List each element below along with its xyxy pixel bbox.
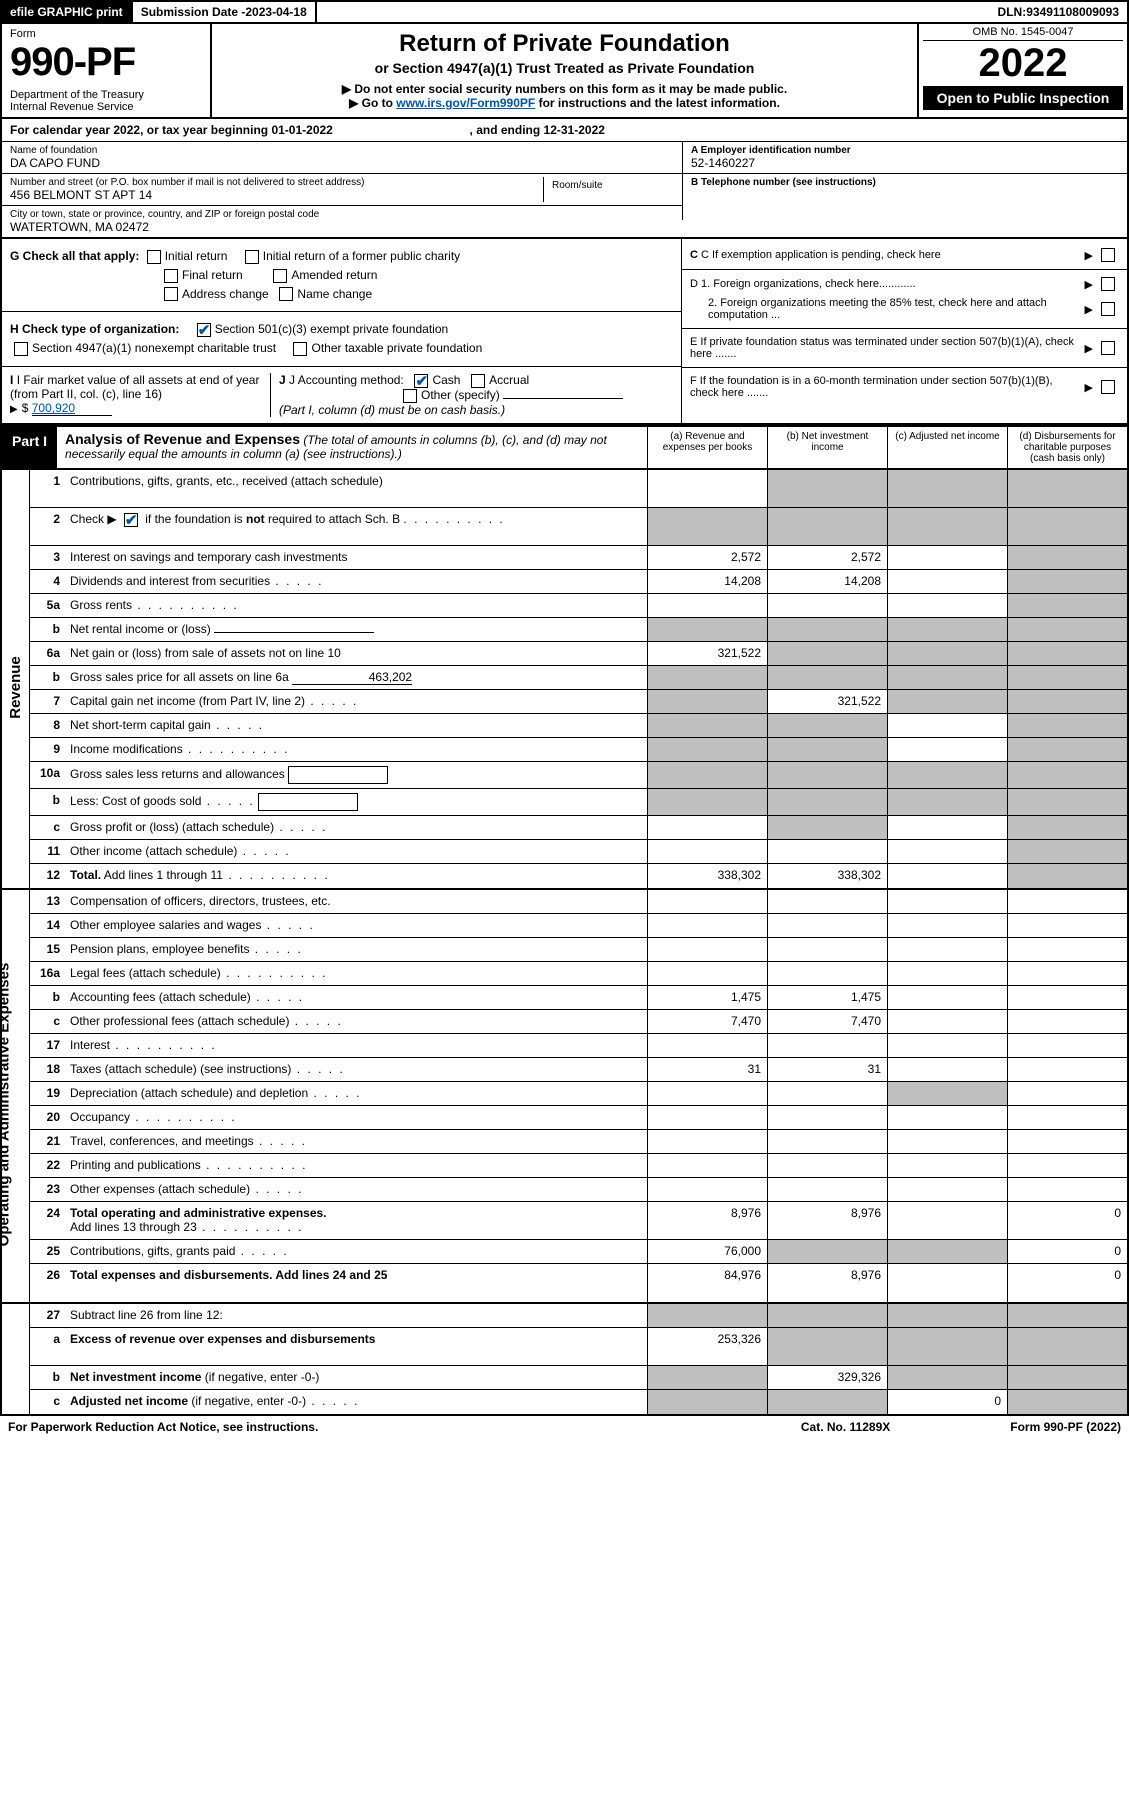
telephone: B Telephone number (see instructions) — [682, 174, 1127, 220]
col-a-header: (a) Revenue and expenses per books — [647, 427, 767, 468]
checkbox-f[interactable] — [1101, 380, 1115, 394]
dln: DLN: 93491108009093 — [990, 2, 1127, 22]
checkbox-final-return[interactable] — [164, 269, 178, 283]
checkbox-accrual[interactable] — [471, 374, 485, 388]
page-footer: For Paperwork Reduction Act Notice, see … — [0, 1416, 1129, 1438]
page-title: Return of Private Foundation — [224, 30, 905, 58]
part1-label: Part I — [2, 427, 57, 468]
form-link[interactable]: www.irs.gov/Form990PF — [396, 96, 535, 110]
section-d1: D 1. Foreign organizations, check here..… — [690, 274, 1119, 294]
revenue-side-label: Revenue — [2, 470, 30, 888]
form-ref: Form 990-PF (2022) — [1010, 1420, 1121, 1434]
note-1: ▶ Do not enter social security numbers o… — [224, 82, 905, 96]
header-left: Form 990-PF Department of the Treasury I… — [2, 24, 212, 117]
address-row: Number and street (or P.O. box number if… — [2, 174, 682, 206]
checkbox-initial-former[interactable] — [245, 250, 259, 264]
note-2: ▶ Go to www.irs.gov/Form990PF for instru… — [224, 96, 905, 110]
checkbox-e[interactable] — [1101, 341, 1115, 355]
form-number: 990-PF — [10, 40, 202, 85]
checkbox-initial-return[interactable] — [147, 250, 161, 264]
header-mid: Return of Private Foundation or Section … — [212, 24, 917, 117]
col-d-header: (d) Disbursements for charitable purpose… — [1007, 427, 1127, 468]
tax-year: 2022 — [923, 41, 1123, 86]
calendar-year-line: For calendar year 2022, or tax year begi… — [0, 119, 1129, 142]
open-inspection: Open to Public Inspection — [923, 86, 1123, 110]
expenses-side-label: Operating and Administrative Expenses — [2, 890, 30, 1302]
foundation-name: Name of foundation DA CAPO FUND — [2, 142, 682, 174]
checkbox-4947a1[interactable] — [14, 342, 28, 356]
top-bar: efile GRAPHIC print Submission Date - 20… — [0, 0, 1129, 24]
form-label: Form — [10, 28, 202, 40]
section-h: H Check type of organization: Section 50… — [2, 311, 681, 366]
expenses-table: Operating and Administrative Expenses 13… — [0, 890, 1129, 1304]
cat-no: Cat. No. 11289X — [801, 1420, 890, 1434]
checkbox-d1[interactable] — [1101, 277, 1115, 291]
fmv-link[interactable]: 700,920 — [32, 401, 112, 416]
checkbox-address-change[interactable] — [164, 287, 178, 301]
part1-header: Part I Analysis of Revenue and Expenses … — [0, 425, 1129, 470]
checkbox-other-taxable[interactable] — [293, 342, 307, 356]
omb-number: OMB No. 1545-0047 — [923, 26, 1123, 41]
checkbox-block: G Check all that apply: Initial return I… — [0, 239, 1129, 425]
revenue-table: Revenue 1Contributions, gifts, grants, e… — [0, 470, 1129, 890]
checkbox-501c3[interactable] — [197, 323, 211, 337]
page-subtitle: or Section 4947(a)(1) Trust Treated as P… — [224, 60, 905, 76]
section-d2: 2. Foreign organizations meeting the 85%… — [690, 294, 1119, 324]
city-state-zip: City or town, state or province, country… — [2, 206, 682, 237]
room-suite: Room/suite — [544, 177, 674, 202]
section-f: F If the foundation is in a 60-month ter… — [690, 372, 1119, 402]
checkbox-amended[interactable] — [273, 269, 287, 283]
section-c: C C If exemption application is pending,… — [690, 245, 1119, 265]
column-headers: (a) Revenue and expenses per books (b) N… — [647, 427, 1127, 468]
checkbox-c[interactable] — [1101, 248, 1115, 262]
checkbox-cash[interactable] — [414, 374, 428, 388]
section-i-j: I I Fair market value of all assets at e… — [2, 366, 681, 423]
checkbox-name-change[interactable] — [279, 287, 293, 301]
ein: A Employer identification number 52-1460… — [682, 142, 1127, 174]
department: Department of the Treasury Internal Reve… — [10, 89, 202, 113]
col-b-header: (b) Net investment income — [767, 427, 887, 468]
paperwork-notice: For Paperwork Reduction Act Notice, see … — [8, 1420, 318, 1434]
section-e: E If private foundation status was termi… — [690, 333, 1119, 363]
part1-title: Analysis of Revenue and Expenses (The to… — [57, 427, 647, 468]
col-c-header: (c) Adjusted net income — [887, 427, 1007, 468]
efile-label: efile GRAPHIC print — [2, 2, 133, 22]
section-g: G Check all that apply: Initial return I… — [2, 239, 681, 311]
line27-table: 27Subtract line 26 from line 12: aExcess… — [0, 1304, 1129, 1416]
form-header: Form 990-PF Department of the Treasury I… — [0, 24, 1129, 119]
submission-date: Submission Date - 2023-04-18 — [133, 2, 317, 22]
checkbox-other-method[interactable] — [403, 389, 417, 403]
checkbox-d2[interactable] — [1101, 302, 1115, 316]
header-right: OMB No. 1545-0047 2022 Open to Public In… — [917, 24, 1127, 117]
identity-block: Name of foundation DA CAPO FUND Number a… — [0, 142, 1129, 239]
checkbox-sch-b[interactable] — [124, 513, 138, 527]
